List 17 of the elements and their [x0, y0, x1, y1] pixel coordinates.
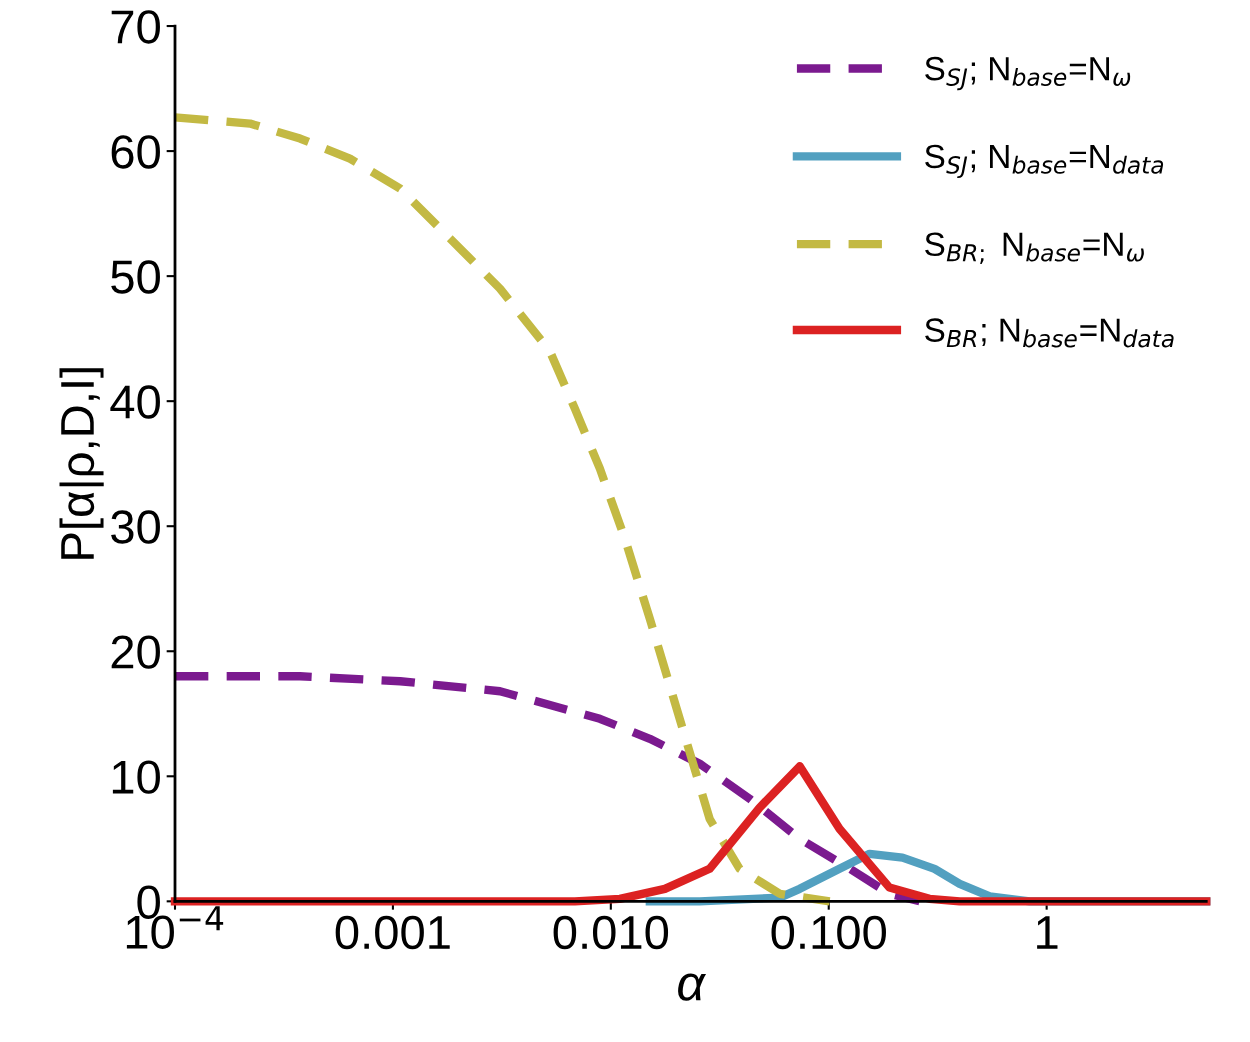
y-tick-label: 40: [110, 385, 160, 419]
x-tick-label: 0.010: [553, 915, 669, 950]
y-tick-label: 50: [111, 260, 160, 294]
y-tick-label: 20: [111, 635, 160, 669]
y-tick-label: 10: [112, 760, 160, 794]
x-tick-label: 0.100: [771, 915, 886, 950]
y-tick-label: 30: [111, 510, 160, 544]
y-axis-title: P[α|ρ,D,I]: [59, 368, 104, 559]
x-tick-label: 1: [1037, 916, 1058, 949]
legend-label: S$_{SJ}$; N$_{base}$=N$_{ω}$: [925, 56, 1131, 91]
x-axis-title: α: [678, 973, 707, 1001]
y-tick-label: 60: [111, 135, 160, 169]
legend-label: S$_{BR;}$ N$_{base}$=N$_{ω}$: [925, 232, 1144, 264]
legend-label: S$_{BR}$; N$_{base}$=N$_{data}$: [925, 318, 1174, 348]
legend-label: S$_{SJ}$; N$_{base}$=N$_{data}$: [925, 144, 1164, 179]
x-tick-label: 0.001: [335, 915, 450, 950]
y-tick-label: 70: [111, 10, 160, 44]
